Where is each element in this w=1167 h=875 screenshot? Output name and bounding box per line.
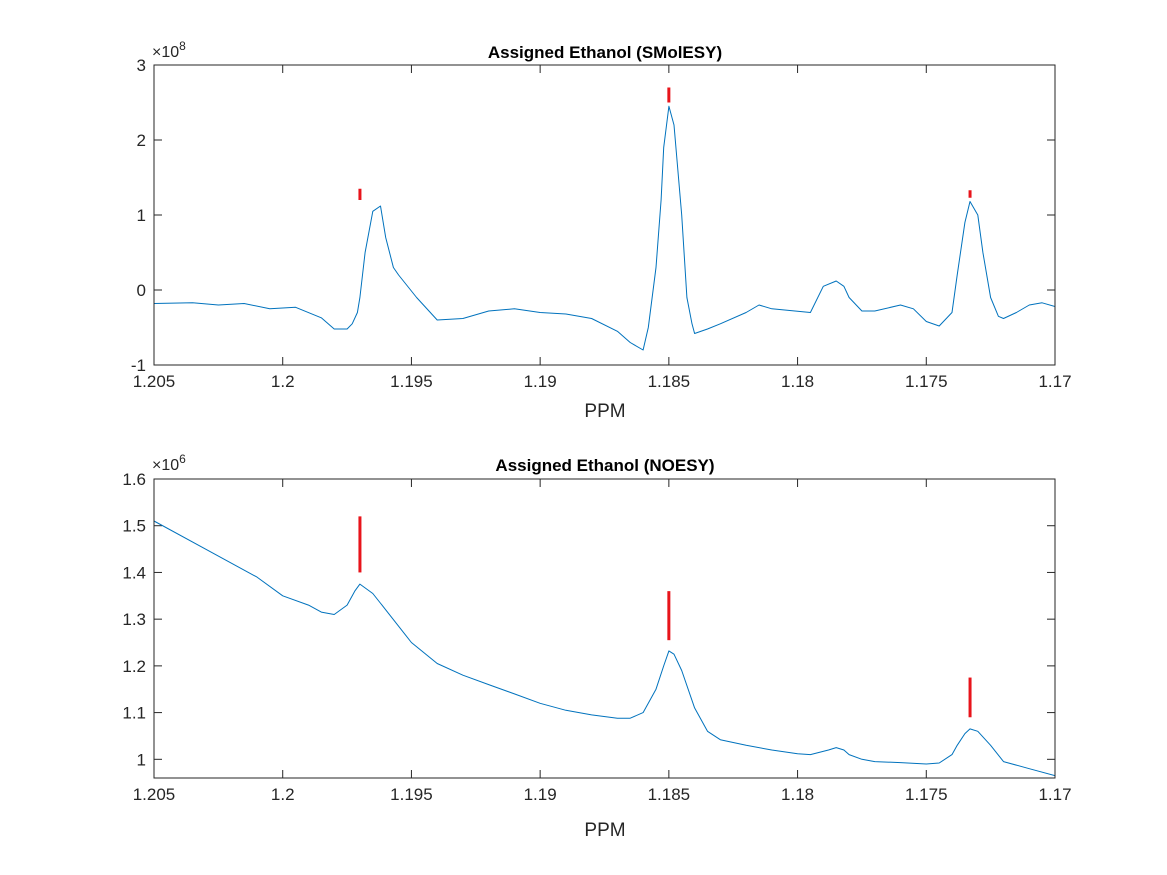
smolesy-chart-title: Assigned Ethanol (SMolESY) [488,43,722,62]
noesy-axes-frame [153,478,1056,779]
smolesy-y-tick-label: 2 [137,131,146,150]
noesy-y-tick-label: 1.4 [122,563,146,582]
smolesy-y-tick-label: 3 [137,56,146,75]
noesy-chart: Assigned Ethanol (NOESY) ×106 1.205 1.2 1.… [122,452,1071,841]
smolesy-x-tick-label: 1.195 [390,372,433,391]
noesy-x-tick-label: 1.17 [1038,785,1071,804]
noesy-y-scale-factor: ×106 [152,452,186,474]
smolesy-axes-frame [153,64,1056,366]
noesy-y-tick-label: 1 [137,750,146,769]
noesy-spectrum-line [154,520,1055,777]
smolesy-y-scale-exponent: 8 [179,39,186,53]
smolesy-x-tick-labels: 1.205 1.2 1.195 1.19 1.185 1.18 1.175 1.17 [133,372,1072,391]
smolesy-y-tick-labels: -1 0 1 2 3 [131,56,146,375]
smolesy-x-tick-label: 1.17 [1038,372,1071,391]
smolesy-spectrum-line [154,105,1055,351]
noesy-plot-area [154,516,1055,777]
smolesy-y-tick-label: 0 [137,281,146,300]
noesy-y-scale-exponent: 6 [179,452,186,466]
smolesy-x-tick-label: 1.2 [271,372,295,391]
smolesy-x-tick-label: 1.18 [781,372,814,391]
smolesy-plot-area [154,87,1055,351]
smolesy-x-tick-label: 1.205 [133,372,176,391]
noesy-y-tick-label: 1.3 [122,610,146,629]
smolesy-y-tick-label: -1 [131,356,146,375]
noesy-x-axis-label: PPM [584,820,625,841]
smolesy-x-tick-label: 1.175 [905,372,948,391]
noesy-y-tick-label: 1.5 [122,517,146,536]
noesy-x-tick-label: 1.18 [781,785,814,804]
noesy-y-tick-label: 1.1 [122,704,146,723]
noesy-x-tick-label: 1.2 [271,785,295,804]
smolesy-y-tick-label: 1 [137,206,146,225]
noesy-x-tick-label: 1.185 [648,785,691,804]
noesy-x-tick-label: 1.19 [524,785,557,804]
noesy-x-tick-label: 1.205 [133,785,176,804]
noesy-y-tick-labels: 1 1.1 1.2 1.3 1.4 1.5 1.6 [122,470,146,769]
noesy-x-tick-labels: 1.205 1.2 1.195 1.19 1.185 1.18 1.175 1.17 [133,785,1072,804]
noesy-y-tick-label: 1.2 [122,657,146,676]
smolesy-x-axis-label: PPM [584,401,625,422]
smolesy-chart: Assigned Ethanol (SMolESY) ×108 1.205 1.2… [131,39,1072,422]
noesy-y-tick-label: 1.6 [122,470,146,489]
smolesy-x-tick-label: 1.185 [648,372,691,391]
smolesy-x-tick-label: 1.19 [524,372,557,391]
noesy-x-tick-label: 1.175 [905,785,948,804]
noesy-chart-title: Assigned Ethanol (NOESY) [495,456,714,475]
smolesy-y-scale-base: ×10 [152,44,179,61]
noesy-x-tick-label: 1.195 [390,785,433,804]
noesy-y-scale-base: ×10 [152,457,179,474]
smolesy-y-scale-factor: ×108 [152,39,186,61]
